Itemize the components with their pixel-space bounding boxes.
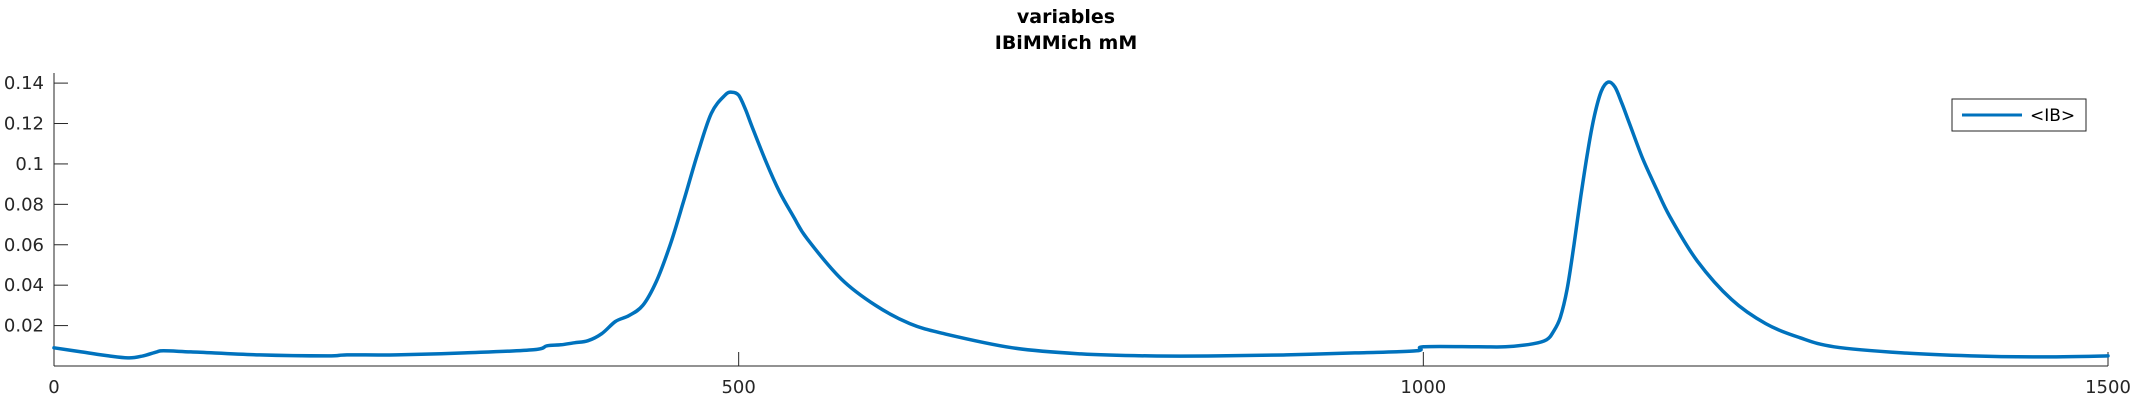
y-tick-label: 0.12 bbox=[4, 114, 44, 135]
legend: <IB> bbox=[1951, 98, 2087, 132]
y-tick-label: 0.14 bbox=[4, 73, 44, 94]
y-tick-label: 0.06 bbox=[4, 235, 44, 256]
x-tick-label: 1000 bbox=[1400, 377, 1446, 398]
chart-title: variables bbox=[1017, 6, 1115, 28]
x-tick-label: 500 bbox=[721, 377, 755, 398]
plot-axes: 0 500 1000 1500 0.02 0.04 0.06 0.08 0.1 0.12 0.14 bbox=[4, 73, 2131, 398]
series-layer bbox=[52, 80, 2110, 360]
x-tick-label: 0 bbox=[48, 377, 59, 398]
x-tick-label: 1500 bbox=[2085, 377, 2131, 398]
y-tick-label: 0.04 bbox=[4, 275, 44, 296]
y-tick-label: 0.02 bbox=[4, 316, 44, 337]
y-tick-label: 0.1 bbox=[15, 154, 44, 175]
series-line-ib bbox=[52, 80, 2110, 360]
legend-label-ib: <IB> bbox=[2030, 106, 2075, 126]
chart-subtitle: IBiMMich mM bbox=[995, 32, 1138, 54]
y-tick-label: 0.08 bbox=[4, 194, 44, 215]
